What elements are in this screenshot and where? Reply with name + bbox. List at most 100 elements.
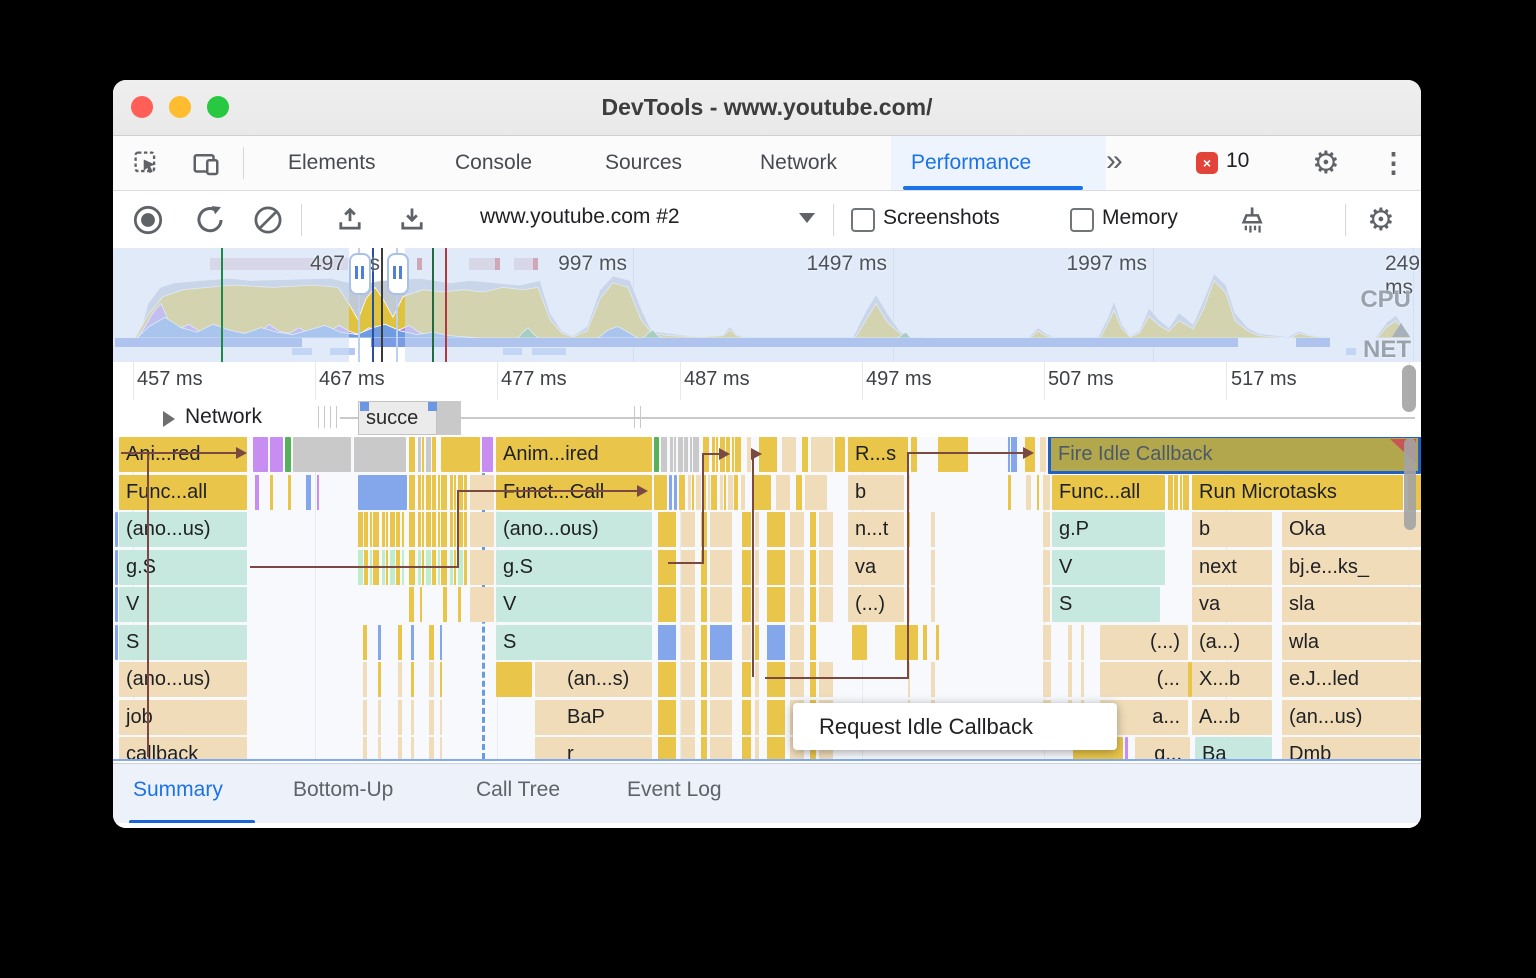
error-badge-icon[interactable]: × xyxy=(1196,152,1218,174)
tab-sources[interactable]: Sources xyxy=(605,151,683,174)
panel-tab-summary[interactable]: Summary xyxy=(133,778,223,801)
flame-block[interactable]: (ano...us) xyxy=(119,512,247,547)
minimize-button[interactable] xyxy=(169,96,191,118)
menu-kebab-icon[interactable]: ⋮ xyxy=(1380,148,1407,178)
flame-block[interactable] xyxy=(852,624,867,660)
flame-block[interactable] xyxy=(1040,437,1046,472)
flame-block[interactable]: V xyxy=(1052,549,1165,585)
flame-block[interactable]: va xyxy=(848,549,904,585)
flame-block[interactable] xyxy=(911,437,917,472)
flame-block[interactable]: Dmb xyxy=(1282,737,1420,759)
flame-block[interactable]: S xyxy=(119,624,247,660)
flame-block[interactable] xyxy=(115,587,118,622)
flame-block[interactable]: bj.e...ks_ xyxy=(1282,549,1421,585)
flame-block[interactable]: (...) xyxy=(848,587,904,622)
flame-block[interactable]: (ano...ous) xyxy=(496,512,652,547)
flame-block[interactable]: Ba xyxy=(1195,737,1272,759)
flame-block[interactable] xyxy=(115,624,118,660)
flame-block[interactable] xyxy=(1043,624,1050,660)
download-profile-icon[interactable] xyxy=(397,205,427,235)
flame-block[interactable]: Func...all xyxy=(1052,474,1165,510)
flame-block[interactable] xyxy=(496,662,532,697)
network-track-label[interactable]: Network xyxy=(185,405,263,428)
clear-icon[interactable] xyxy=(253,205,283,235)
flame-block[interactable]: b xyxy=(848,474,904,510)
flame-block[interactable]: S xyxy=(496,624,652,660)
flame-block[interactable] xyxy=(1188,662,1192,697)
record-icon[interactable] xyxy=(133,205,163,235)
flame-block[interactable] xyxy=(115,512,118,547)
flame-block[interactable]: va xyxy=(1192,587,1272,622)
selection-handle[interactable] xyxy=(349,253,371,295)
flame-block[interactable]: g... xyxy=(1135,737,1190,759)
flame-block[interactable] xyxy=(1043,474,1050,510)
memory-label[interactable]: Memory xyxy=(1102,206,1178,229)
flame-block[interactable]: g.S xyxy=(496,549,652,585)
flame-block[interactable]: Func...all xyxy=(119,474,247,510)
tab-console[interactable]: Console xyxy=(455,151,533,174)
flame-block[interactable] xyxy=(895,624,918,660)
flame-block[interactable] xyxy=(1043,512,1050,547)
flame-block[interactable]: (an...us) xyxy=(1282,699,1421,735)
flame-block[interactable]: g.S xyxy=(119,549,247,585)
flame-block[interactable]: e.J...led xyxy=(1282,662,1421,697)
flame-block[interactable]: Ani...red xyxy=(119,437,247,472)
capture-settings-gear-icon[interactable]: ⚙ xyxy=(1367,202,1395,237)
network-request-chip[interactable]: succe xyxy=(358,401,437,435)
tab-elements[interactable]: Elements xyxy=(288,151,376,174)
flame-block[interactable]: (... xyxy=(1100,662,1188,697)
flame-block[interactable] xyxy=(270,437,283,472)
flame-block[interactable] xyxy=(1025,437,1035,472)
more-tabs-icon[interactable]: » xyxy=(1106,144,1123,177)
panel-tab-call-tree[interactable]: Call Tree xyxy=(476,778,561,801)
flame-block[interactable]: b xyxy=(1192,512,1272,547)
flame-block[interactable] xyxy=(654,474,667,510)
flame-block[interactable]: n...t xyxy=(848,512,904,547)
flame-block[interactable]: X...b xyxy=(1192,662,1272,697)
flame-block[interactable]: Funct...Call xyxy=(496,474,652,510)
zoom-button[interactable] xyxy=(207,96,229,118)
flame-block[interactable] xyxy=(285,437,291,472)
flame-block[interactable]: S xyxy=(1052,587,1160,622)
flame-block[interactable] xyxy=(669,474,672,510)
flame-block[interactable] xyxy=(441,437,480,472)
flame-block[interactable]: Anim...ired xyxy=(496,437,652,472)
flame-block[interactable]: (ano...us) xyxy=(119,662,247,697)
upload-profile-icon[interactable] xyxy=(335,205,365,235)
device-toolbar-icon[interactable] xyxy=(191,149,221,179)
flame-block[interactable] xyxy=(1043,549,1050,585)
panel-divider[interactable] xyxy=(113,759,1421,761)
tab-performance[interactable]: Performance xyxy=(911,151,1032,174)
flame-block[interactable] xyxy=(1043,587,1050,622)
expand-triangle-icon[interactable] xyxy=(163,411,175,427)
flame-block[interactable]: BaP xyxy=(535,699,652,735)
flame-block[interactable] xyxy=(1125,737,1128,759)
flame-block[interactable] xyxy=(1043,662,1050,697)
dropdown-caret-icon[interactable] xyxy=(799,213,815,223)
flame-block[interactable] xyxy=(358,474,407,510)
flame-block[interactable]: Fire Idle Callback xyxy=(1048,437,1421,474)
flame-block[interactable]: sla xyxy=(1282,587,1421,622)
panel-tab-bottom-up[interactable]: Bottom-Up xyxy=(293,778,394,801)
flame-block[interactable]: wla xyxy=(1282,624,1421,660)
scrollbar-thumb[interactable] xyxy=(1402,365,1416,412)
flame-block[interactable] xyxy=(470,474,494,510)
flame-block[interactable] xyxy=(938,437,968,472)
panel-tab-event-log[interactable]: Event Log xyxy=(627,778,722,801)
tab-network[interactable]: Network xyxy=(760,151,838,174)
flame-block[interactable]: (an...s) xyxy=(535,662,652,697)
flame-block[interactable] xyxy=(674,474,677,510)
flame-block[interactable]: job xyxy=(119,699,247,735)
flame-block[interactable]: r xyxy=(535,737,652,759)
collect-garbage-icon[interactable] xyxy=(1235,204,1267,236)
flame-block[interactable]: Run Microtasks xyxy=(1192,474,1403,510)
flame-chart[interactable]: Ani...red Anim...ired R...s Fire Idle Callb… xyxy=(113,437,1421,759)
flame-block[interactable]: V xyxy=(496,587,652,622)
flame-block[interactable]: (...) xyxy=(1100,624,1188,660)
flame-block[interactable] xyxy=(482,437,493,472)
flame-block[interactable]: V xyxy=(119,587,247,622)
flame-block[interactable] xyxy=(470,587,494,622)
flame-block[interactable]: g.P xyxy=(1052,512,1165,547)
flame-block[interactable] xyxy=(654,437,659,472)
flame-block[interactable]: R...s xyxy=(848,437,908,472)
